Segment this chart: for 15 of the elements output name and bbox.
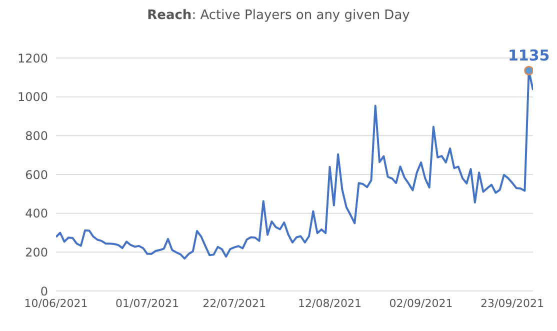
x-tick-label: 23/09/2021 bbox=[480, 296, 544, 310]
y-tick-label: 400 bbox=[25, 206, 48, 221]
y-tick-label: 600 bbox=[25, 168, 48, 182]
x-tick-label: 22/07/2021 bbox=[202, 296, 266, 310]
y-tick-label: 0 bbox=[40, 284, 48, 298]
x-tick-label: 01/07/2021 bbox=[116, 296, 179, 310]
y-tick-label: 1200 bbox=[17, 51, 48, 66]
data-label: 1135 bbox=[508, 46, 550, 65]
x-tick-label: 02/09/2021 bbox=[389, 296, 453, 310]
y-tick-label: 800 bbox=[25, 128, 48, 143]
chart-title: Reach: Active Players on any given Day bbox=[146, 8, 411, 23]
y-tick-label: 1000 bbox=[17, 90, 48, 104]
y-tick-label: 200 bbox=[25, 245, 48, 260]
x-tick-label: 10/06/2021 bbox=[24, 296, 88, 310]
x-tick-label: 12/08/2021 bbox=[298, 296, 362, 310]
